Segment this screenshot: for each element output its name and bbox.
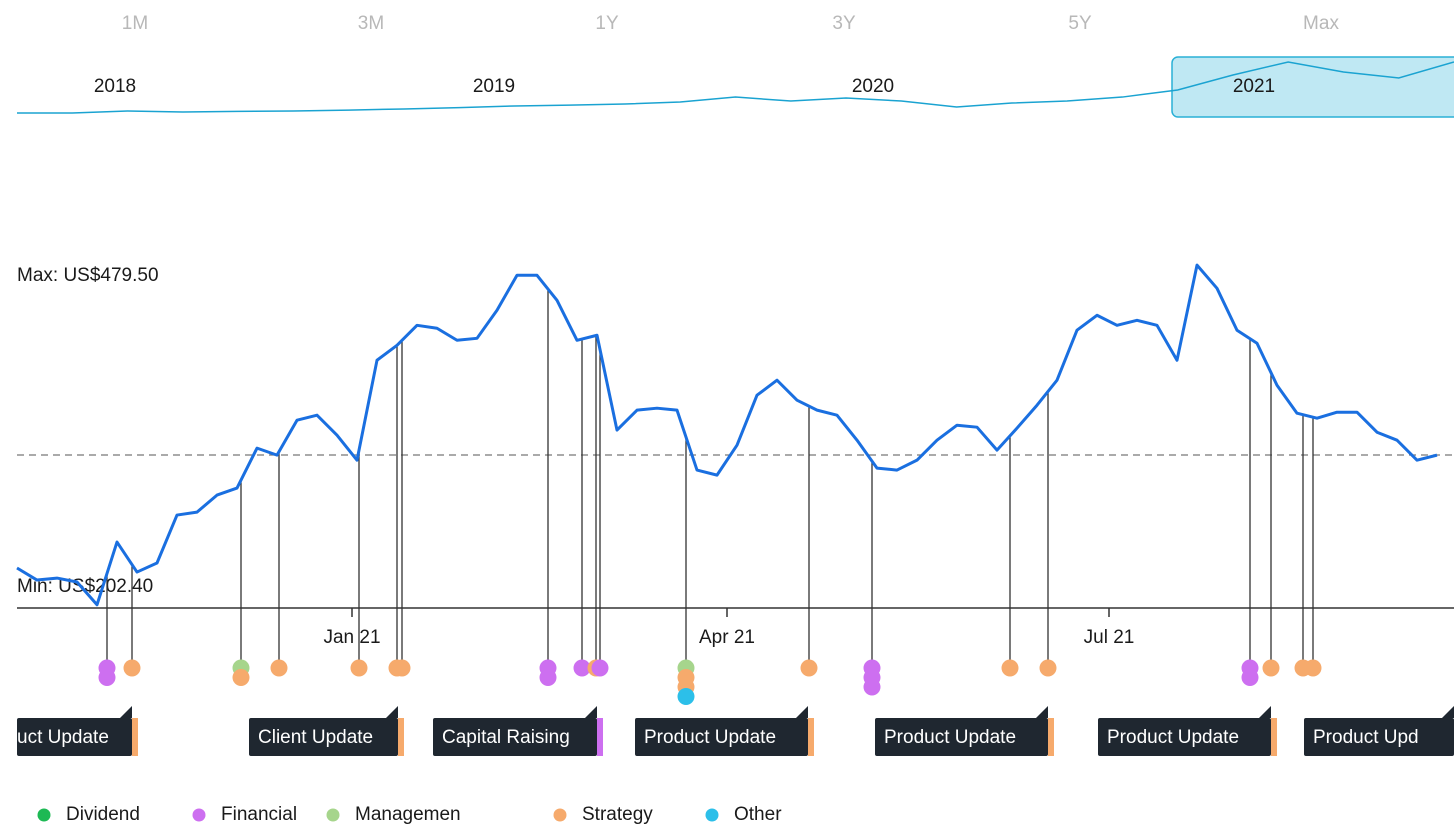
event-dot[interactable] — [393, 659, 411, 677]
event-dot[interactable] — [863, 678, 881, 696]
navigator-year: 2018 — [94, 76, 136, 97]
tooltip-pointer — [585, 706, 597, 718]
tooltip-label: Product Update — [1107, 727, 1239, 748]
range-button[interactable]: 5Y — [1068, 13, 1092, 34]
event-dot[interactable] — [800, 659, 818, 677]
tooltip-box[interactable] — [1098, 718, 1271, 756]
range-button[interactable]: 3Y — [832, 13, 856, 34]
tooltip-box[interactable] — [249, 718, 398, 756]
range-button[interactable]: 1Y — [595, 13, 619, 34]
tooltip-label: Product Upd — [1313, 727, 1419, 748]
x-tick-label: Jul 21 — [1084, 627, 1135, 648]
legend-dot — [326, 808, 340, 822]
price-line — [16, 263, 1438, 607]
max-label: Max: US$479.50 — [17, 265, 159, 286]
navigator-line — [17, 61, 1454, 114]
range-button[interactable]: Max — [1303, 13, 1339, 34]
tooltip-pointer — [120, 706, 132, 718]
range-button[interactable]: 1M — [122, 13, 148, 34]
tooltip-pointer — [1442, 706, 1454, 718]
tooltip-strip — [808, 718, 814, 756]
tooltip-box[interactable] — [433, 718, 597, 756]
event-dot[interactable] — [123, 659, 141, 677]
x-tick-label: Apr 21 — [699, 627, 755, 648]
tooltip-pointer — [386, 706, 398, 718]
min-label: Min: US$202.40 — [17, 576, 153, 597]
tooltip-strip — [398, 718, 404, 756]
legend-label[interactable]: Dividend — [66, 804, 140, 825]
tooltip-label: Client Update — [258, 727, 373, 748]
tooltip-strip — [1271, 718, 1277, 756]
legend-dot — [705, 808, 719, 822]
tooltip-strip — [1048, 718, 1054, 756]
event-dot[interactable] — [1001, 659, 1019, 677]
event-dot[interactable] — [1304, 659, 1322, 677]
legend-dot — [192, 808, 206, 822]
navigator-year: 2019 — [473, 76, 515, 97]
navigator-year: 2020 — [852, 76, 894, 97]
legend-dot — [37, 808, 51, 822]
event-dot[interactable] — [350, 659, 368, 677]
event-dot[interactable] — [232, 669, 250, 686]
event-dot[interactable] — [1241, 669, 1259, 686]
event-dot[interactable] — [677, 688, 695, 705]
tooltip-label: uct Update — [17, 727, 109, 748]
event-dot[interactable] — [591, 659, 609, 677]
event-dot[interactable] — [270, 659, 288, 677]
tooltip-box[interactable] — [17, 718, 132, 756]
legend-label[interactable]: Other — [734, 804, 782, 825]
event-dot[interactable] — [1039, 659, 1057, 677]
tooltip-pointer — [796, 706, 808, 718]
event-dot[interactable] — [98, 669, 116, 686]
event-dot[interactable] — [1262, 659, 1280, 677]
tooltip-strip — [132, 718, 138, 756]
range-button[interactable]: 3M — [358, 13, 384, 34]
tooltip-label: Product Update — [644, 727, 776, 748]
tooltip-label: Product Update — [884, 727, 1016, 748]
tooltip-box[interactable] — [1304, 718, 1454, 756]
tooltip-box[interactable] — [635, 718, 808, 756]
tooltip-label: Capital Raising — [442, 727, 570, 748]
tooltip-box[interactable] — [875, 718, 1048, 756]
legend-label[interactable]: Strategy — [582, 804, 653, 825]
legend-dot — [553, 808, 567, 822]
x-tick-label: Jan 21 — [323, 627, 380, 648]
navigator-year: 2021 — [1233, 76, 1275, 97]
tooltip-strip — [597, 718, 603, 756]
tooltip-pointer — [1036, 706, 1048, 718]
legend-label[interactable]: Financial — [221, 804, 297, 825]
event-dot[interactable] — [539, 669, 557, 686]
event-dot[interactable] — [573, 659, 591, 677]
legend-label[interactable]: Managemen — [355, 804, 461, 825]
tooltip-pointer — [1259, 706, 1271, 718]
